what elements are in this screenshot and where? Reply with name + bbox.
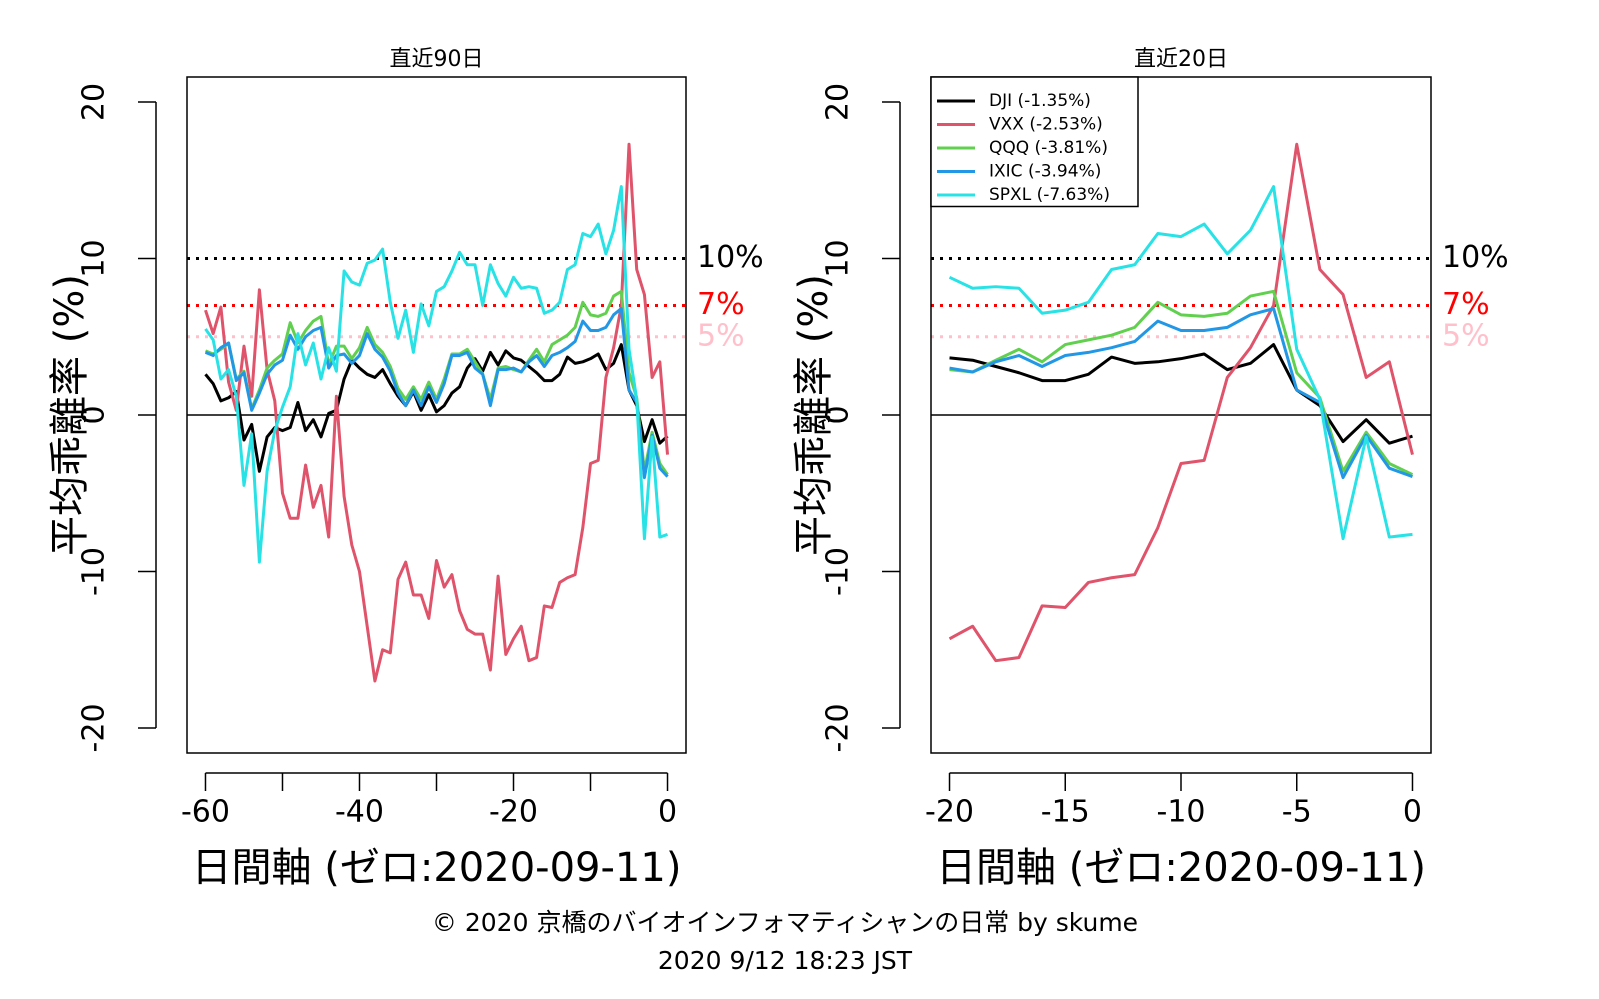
y-tick-label: 0 (821, 405, 856, 424)
legend-box (930, 76, 1139, 208)
y-tick-label: 10 (77, 239, 112, 277)
legend-label: SPXL (-7.63%) (989, 185, 1110, 205)
series-line (949, 289, 1414, 476)
x-tick-label: -20 (489, 795, 538, 830)
timestamp: 2020 9/12 18:23 JST (658, 946, 913, 975)
x-axis-label: 日間軸 (ゼロ:2020-09-11) (192, 845, 682, 891)
series-line (949, 307, 1413, 480)
series-line (948, 142, 1414, 663)
y-tick-label: -10 (821, 547, 856, 596)
y-tick-label: -20 (77, 703, 112, 752)
x-tick-label: -20 (925, 795, 974, 830)
reference-label: 7% (1442, 287, 1490, 322)
legend-label: QQQ (-3.81%) (989, 138, 1108, 158)
legend-label: VXX (-2.53%) (989, 115, 1103, 135)
series-line (204, 307, 669, 480)
y-tick-label: -20 (821, 703, 856, 752)
series-line (204, 343, 669, 473)
chart-title: 直近90日 (390, 47, 484, 72)
copyright: © 2020 京橋のバイオインフォマティシャンの日常 by skume (432, 908, 1138, 937)
reference-label: 10% (697, 240, 764, 275)
y-tick-label: 20 (77, 83, 112, 121)
y-tick-label: 10 (821, 239, 856, 277)
series-line (949, 343, 1413, 445)
y-tick-label: 20 (821, 83, 856, 121)
reference-label: 7% (697, 287, 745, 322)
x-tick-label: -60 (181, 795, 230, 830)
reference-label: 5% (1442, 318, 1490, 353)
x-tick-label: -15 (1041, 795, 1090, 830)
x-tick-label: 0 (658, 795, 677, 830)
series-line (204, 142, 670, 683)
series-line (204, 185, 669, 564)
reference-label: 10% (1442, 240, 1509, 275)
y-axis-label: 平均乖離率 (%) (791, 274, 837, 556)
x-tick-label: -40 (335, 795, 384, 830)
y-tick-label: -10 (77, 547, 112, 596)
legend-label: IXIC (-3.94%) (989, 162, 1101, 182)
y-tick-label: 0 (77, 405, 112, 424)
chart-title: 直近20日 (1134, 47, 1228, 72)
x-tick-label: -5 (1282, 795, 1312, 830)
x-tick-label: -10 (1157, 795, 1206, 830)
x-axis-label: 日間軸 (ゼロ:2020-09-11) (936, 845, 1426, 891)
x-tick-label: 0 (1403, 795, 1422, 830)
series-line (948, 185, 1413, 541)
plot-frame (186, 76, 687, 754)
legend-label: DJI (-1.35%) (989, 91, 1091, 111)
plot-frame (930, 76, 1432, 754)
y-axis-label: 平均乖離率 (%) (47, 274, 93, 556)
reference-label: 5% (697, 318, 745, 353)
